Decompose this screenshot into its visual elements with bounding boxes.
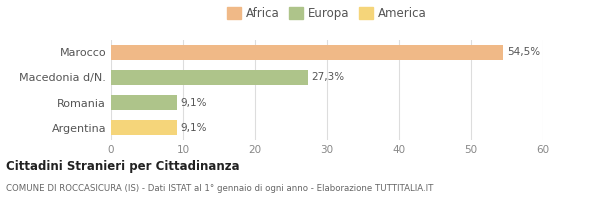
Text: 9,1%: 9,1% [180, 123, 206, 133]
Text: COMUNE DI ROCCASICURA (IS) - Dati ISTAT al 1° gennaio di ogni anno - Elaborazion: COMUNE DI ROCCASICURA (IS) - Dati ISTAT … [6, 184, 433, 193]
Text: 54,5%: 54,5% [507, 47, 540, 57]
Bar [111, 120, 176, 135]
Bar [111, 70, 308, 85]
Bar [111, 95, 176, 110]
Legend: Africa, Europa, America: Africa, Europa, America [223, 2, 431, 24]
Text: 9,1%: 9,1% [180, 98, 206, 108]
Text: 27,3%: 27,3% [311, 72, 344, 82]
Text: Cittadini Stranieri per Cittadinanza: Cittadini Stranieri per Cittadinanza [6, 160, 239, 173]
Bar [111, 45, 503, 60]
